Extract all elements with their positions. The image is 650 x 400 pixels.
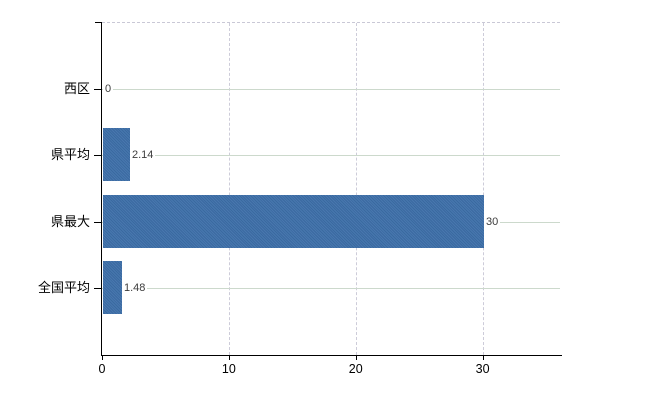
x-tick-label: 0 [98, 362, 106, 376]
category-label: 西区 [63, 81, 90, 96]
y-axis-tick [94, 222, 101, 223]
y-axis-tick [94, 288, 101, 289]
x-tick-label: 20 [348, 362, 363, 376]
x-axis-tick [482, 356, 484, 360]
x-axis-line [101, 355, 562, 356]
y-axis-end-tick [95, 22, 102, 23]
bar [103, 195, 484, 248]
value-label: 1.48 [122, 281, 148, 295]
x-tick-label: 30 [475, 362, 490, 376]
x-axis-tick [102, 356, 103, 360]
value-label: 30 [484, 215, 501, 229]
category-label: 全国平均 [37, 280, 90, 295]
x-gridline [228, 23, 230, 355]
category-gridline [102, 288, 560, 289]
bar [103, 261, 122, 314]
category-label: 県最大 [50, 214, 90, 229]
x-axis-tick [228, 356, 230, 360]
category-gridline [102, 89, 560, 90]
y-axis-tick [94, 89, 101, 90]
value-label: 2.14 [130, 148, 156, 162]
category-label: 県平均 [50, 147, 90, 162]
x-axis-tick [355, 356, 357, 360]
x-gridline [355, 23, 357, 355]
y-axis-tick [94, 155, 101, 156]
value-label: 0 [103, 82, 114, 96]
y-axis-line [101, 22, 102, 355]
category-gridline [102, 155, 560, 156]
x-tick-label: 10 [221, 362, 236, 376]
plot-top-border [102, 22, 560, 23]
x-gridline [482, 23, 484, 355]
bar [103, 128, 130, 181]
